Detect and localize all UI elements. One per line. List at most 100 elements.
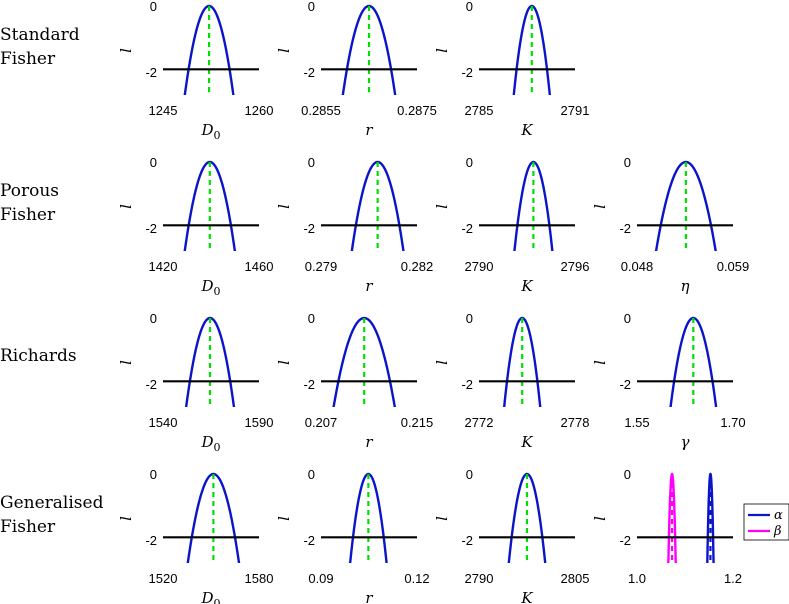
y-axis-label: l <box>433 204 451 209</box>
y-tick-label: 0 <box>624 155 631 170</box>
x-tick-label: 1580 <box>245 571 274 586</box>
x-axis-symbol: K <box>520 589 533 604</box>
x-axis-label: r <box>365 589 373 604</box>
x-tick-label: 0.279 <box>305 259 338 274</box>
row-label: Generalised <box>0 493 104 513</box>
x-tick-label: 2785 <box>465 103 494 118</box>
panel-r3-c3: 0 -2 l 2772 2778 K <box>433 311 589 451</box>
y-axis-label: l <box>117 360 135 365</box>
x-axis-label: r <box>365 121 373 139</box>
panel-r3-c4: 0 -2 l 1.55 1.70 γ <box>591 311 746 451</box>
y-axis-label: l <box>433 516 451 521</box>
panel-r4-c4: 0 -2 l 1.0 1.2 <box>591 467 742 586</box>
x-axis-symbol: D <box>200 277 213 295</box>
x-axis-label: D0 <box>200 433 220 454</box>
likelihood-curve <box>183 160 237 251</box>
x-tick-label: 1460 <box>245 259 274 274</box>
x-axis-symbol: K <box>520 121 533 139</box>
x-tick-label: 0.215 <box>401 415 434 430</box>
x-axis-symbol: D <box>200 433 213 451</box>
y-axis-label: l <box>275 204 293 209</box>
x-tick-label: 2791 <box>561 103 590 118</box>
panel-r2-c3: 0 -2 l 2790 2796 K <box>433 155 589 295</box>
row-label: Fisher <box>0 517 56 537</box>
row-label: Fisher <box>0 49 56 69</box>
y-axis-label: l <box>117 516 135 521</box>
y-tick-label: 0 <box>624 311 631 326</box>
y-tick-label: -2 <box>145 533 157 548</box>
likelihood-curve <box>332 316 397 407</box>
y-tick-label: -2 <box>461 221 473 236</box>
panel-r4-c2: 0 -2 l 0.09 0.12 r <box>275 467 430 604</box>
x-tick-label: 1245 <box>149 103 178 118</box>
x-axis-label: K <box>520 277 533 295</box>
x-axis-label: γ <box>681 433 690 451</box>
x-axis-symbol: r <box>365 433 373 451</box>
likelihood-curve <box>183 4 235 95</box>
x-axis-subscript: 0 <box>214 285 221 298</box>
y-tick-label: -2 <box>145 65 157 80</box>
panel-r4-c3: 0 -2 l 2790 2805 K <box>433 467 589 604</box>
likelihood-curve <box>502 316 542 407</box>
x-tick-label: 2805 <box>561 571 590 586</box>
x-tick-label: 2790 <box>465 259 494 274</box>
y-tick-label: 0 <box>466 155 473 170</box>
x-axis-symbol: K <box>520 433 533 451</box>
legend-label-beta: β <box>773 524 782 539</box>
y-axis-label: l <box>275 48 293 53</box>
x-tick-label: 1260 <box>245 103 274 118</box>
x-axis-label: r <box>365 433 373 451</box>
y-tick-label: -2 <box>145 377 157 392</box>
x-axis-symbol: r <box>365 121 373 139</box>
x-axis-subscript: 0 <box>214 129 221 142</box>
likelihood-curve <box>507 472 547 563</box>
y-tick-label: -2 <box>619 533 631 548</box>
legend: αβ <box>743 503 789 541</box>
y-tick-label: 0 <box>150 155 157 170</box>
x-axis-subscript: 0 <box>214 441 221 454</box>
y-axis-label: l <box>117 48 135 53</box>
x-axis-label: D0 <box>200 589 220 604</box>
x-tick-label: 0.048 <box>621 259 654 274</box>
y-tick-label: 0 <box>308 467 315 482</box>
y-tick-label: 0 <box>150 0 157 14</box>
row-label: Standard <box>0 25 80 45</box>
x-tick-label: 0.12 <box>404 571 429 586</box>
x-axis-label: D0 <box>200 121 220 142</box>
x-tick-label: 2772 <box>465 415 494 430</box>
x-axis-symbol: r <box>365 277 373 295</box>
x-tick-label: 0.09 <box>308 571 333 586</box>
legend-label-alpha: α <box>774 508 783 523</box>
y-tick-label: 0 <box>466 467 473 482</box>
x-tick-label: 1420 <box>149 259 178 274</box>
x-axis-label: K <box>520 589 533 604</box>
panel-r2-c4: 0 -2 l 0.048 0.059 η <box>591 155 749 295</box>
row-label: Richards <box>0 346 77 366</box>
legend-box <box>743 503 789 541</box>
y-tick-label: 0 <box>308 311 315 326</box>
x-axis-symbol: r <box>365 589 373 604</box>
x-tick-label: 2796 <box>561 259 590 274</box>
likelihood-curve-alpha <box>706 472 715 563</box>
y-axis-label: l <box>591 204 609 209</box>
likelihood-curve <box>669 316 718 407</box>
y-tick-label: -2 <box>303 221 315 236</box>
x-tick-label: 1590 <box>245 415 274 430</box>
x-tick-label: 0.207 <box>305 415 338 430</box>
y-tick-label: -2 <box>461 533 473 548</box>
row-label: Fisher <box>0 205 56 225</box>
y-tick-label: -2 <box>461 65 473 80</box>
row-label: Porous <box>0 181 59 201</box>
x-axis-symbol: D <box>200 121 213 139</box>
x-tick-label: 0.059 <box>717 259 750 274</box>
x-tick-label: 2790 <box>465 571 494 586</box>
x-axis-symbol: γ <box>681 433 690 451</box>
